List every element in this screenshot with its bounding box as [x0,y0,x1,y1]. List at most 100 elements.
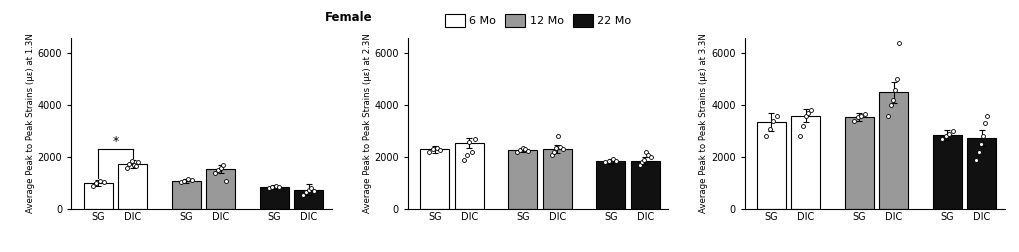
Point [635,158,651,162]
Point [303,186,319,191]
Point [879,114,896,118]
Point [792,135,808,139]
Point [936,135,953,139]
Point [547,146,564,150]
Point [183,178,200,182]
Bar [595,161,625,209]
Bar [542,149,571,209]
Point [464,150,480,154]
Point [597,161,613,165]
Text: Female: Female [324,11,372,24]
Point [425,147,441,151]
Point [461,140,477,144]
Point [941,132,957,136]
Bar [507,150,537,209]
Bar [118,164,147,209]
Point [212,166,228,170]
Point [515,146,531,150]
Point [633,161,649,165]
Point [176,179,193,183]
Point [549,135,566,139]
Point [638,150,654,154]
Point [967,158,983,162]
Point [545,150,561,154]
Point [458,153,474,157]
Y-axis label: Average Peak to Peak Strains (με) at 3.3N: Average Peak to Peak Strains (με) at 3.3… [698,34,707,213]
Bar [454,143,483,209]
Point [760,127,777,131]
Bar [260,187,288,209]
Point [92,179,108,183]
Y-axis label: Average Peak to Peak Strains (με) at 1.3N: Average Peak to Peak Strains (με) at 1.3… [25,34,35,213]
Point [554,147,571,151]
Point [881,103,898,107]
Bar [293,190,323,209]
Point [129,161,146,165]
Point [886,88,902,92]
Point [119,166,136,170]
Point [888,77,904,81]
Point [971,142,987,146]
Point [301,188,317,192]
Bar [966,138,996,209]
Point [520,149,536,153]
Point [428,146,444,150]
Point [642,155,658,159]
Point [631,163,647,167]
Point [271,184,287,188]
Point [600,159,616,163]
Bar [791,116,819,209]
Point [543,153,559,157]
Bar [206,169,235,209]
Point [640,153,656,157]
Point [210,168,226,172]
Point [121,162,138,166]
Point [179,177,196,181]
Point [96,180,112,184]
Point [123,159,140,163]
Point [757,135,773,139]
Point [421,150,437,154]
Bar [84,183,113,209]
Text: *: * [112,135,118,148]
Point [891,41,907,45]
Bar [171,181,201,209]
Point [517,147,533,151]
Point [800,111,816,115]
Point [455,158,472,162]
Point [207,171,223,175]
Point [125,163,142,167]
Point [268,184,284,188]
Point [852,114,868,118]
Legend: 6 Mo, 12 Mo, 22 Mo: 6 Mo, 12 Mo, 22 Mo [442,12,633,29]
Point [89,181,105,185]
Bar [878,92,908,209]
Point [466,137,482,141]
Point [298,190,314,194]
Point [849,115,865,119]
Point [215,163,231,167]
Y-axis label: Average Peak to Peak Strains (με) at 2.3N: Average Peak to Peak Strains (με) at 2.3… [362,34,371,213]
Point [845,119,861,123]
Bar [932,135,961,209]
Point [944,129,960,133]
Point [768,114,785,118]
Point [85,184,101,188]
Point [172,180,189,184]
Bar [844,117,873,209]
Point [797,114,813,118]
Point [969,150,985,154]
Point [294,193,311,197]
Point [856,112,872,116]
Point [974,135,990,139]
Point [802,108,818,112]
Point [551,145,568,149]
Point [264,185,280,189]
Point [127,164,144,168]
Point [764,119,781,123]
Point [978,114,995,118]
Point [512,148,528,152]
Bar [630,161,659,209]
Point [883,98,900,102]
Bar [756,122,786,209]
